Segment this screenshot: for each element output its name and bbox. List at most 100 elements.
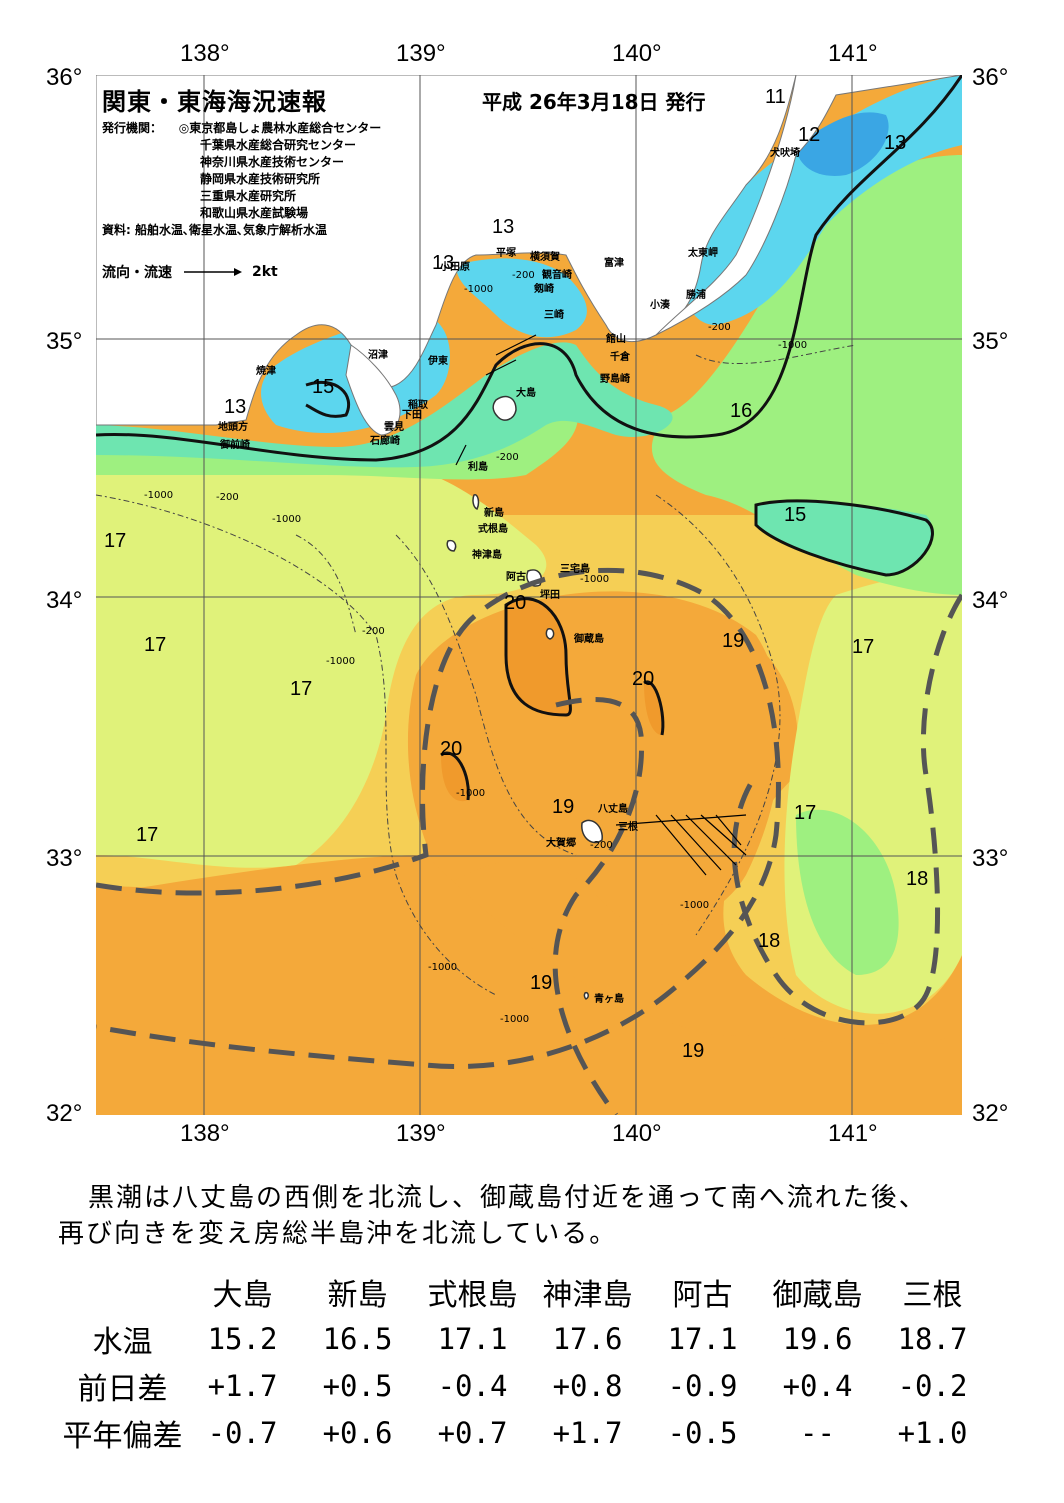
table-cell: -0.5 [667,1415,738,1450]
place-mitsune: 三根 [618,822,638,833]
place-yokosuka: 横須賀 [530,252,560,263]
place-ako: 阿古 [506,572,526,583]
commentary: 黒潮は八丈島の西側を北流し、御蔵島付近を通って南へ流れた後、 再び向きを変え房総… [58,1180,1018,1252]
lat-label-left-35: 35° [46,328,83,355]
row-label: 平年偏差 [62,1418,183,1454]
depth-label: -1000 [500,1014,530,1025]
isotherm-label: 13 [492,216,515,238]
depth-label: -1000 [580,574,610,585]
place-omaezaki: 御前崎 [220,440,250,451]
table-cell: -0.9 [667,1368,738,1403]
land-boso [655,75,962,336]
depth-label: -1000 [144,490,174,501]
isotherm-label: 17 [290,678,313,700]
lat-label-right-33: 33° [972,845,1009,872]
table-cell: -0.2 [897,1368,968,1403]
water-19-zone [407,591,782,925]
depth-label: -1000 [778,340,808,351]
place-yaizu: 焼津 [256,366,276,377]
table-cell: 19.6 [782,1321,853,1356]
isotherm-label: 13 [432,252,455,274]
isotherm-label: 19 [722,630,745,652]
commentary-line-2: 再び向きを変え房総半島沖を北流している。 [58,1219,618,1249]
row-label: 水温 [92,1324,153,1360]
flow-arrows [455,334,747,876]
table-cell: 16.5 [322,1321,393,1356]
place-aogashima: 青ヶ島 [594,994,624,1005]
issuer-name: 神奈川県水産技術センター [200,155,345,169]
table-cell: 17.1 [437,1321,508,1356]
column-header: 式根島 [427,1277,518,1313]
table-cell: -- [800,1415,835,1450]
lon-label-top-140: 140° [612,40,662,67]
issuer-name: 和歌山県水産試験場 [200,206,309,220]
table-cell: 18.7 [897,1321,968,1356]
land-honshu [96,75,797,426]
land-niijima [472,494,480,511]
water-15-band [96,342,673,468]
depth-label: -1000 [428,962,458,973]
depth-label: -1000 [680,900,710,911]
lon-label-top-139: 139° [396,40,446,67]
place-misaki: 三崎 [544,310,564,321]
table-cell: +0.8 [552,1368,623,1403]
place-shimoda: 下田 [402,410,422,421]
land-hachijo [581,819,603,844]
place-toshima: 利島 [468,462,488,473]
land-kozushima [446,539,457,552]
lat-label-left-33: 33° [46,845,83,872]
place-taito: 太東岬 [688,248,718,259]
issuer-name: 三重県水産研究所 [200,189,297,203]
table-corner [60,1268,185,1315]
place-ito: 伊東 [428,356,448,367]
lat-label-right-36: 36° [972,64,1009,91]
flow-arrow-icon [184,268,242,276]
water-16-east-low [796,809,899,975]
lon-label-top-138: 138° [180,40,230,67]
place-inatori: 稲取 [408,400,428,411]
table-cell: +1.0 [897,1415,968,1450]
header: 関東・東海海況速報 [102,82,327,117]
column-header: 御蔵島 [772,1277,863,1313]
isotherm-label: 12 [798,124,821,146]
place-kominato: 小湊 [650,300,670,311]
sea-temperature-map [96,75,962,1115]
isotherm-label: 19 [682,1040,705,1062]
place-nojimazaki: 野島崎 [600,374,630,385]
table-header-row: 大島 新島 式根島 神津島 阿古 御蔵島 三根 [60,1268,990,1315]
water-12-east [796,112,889,176]
lon-label-bottom-141: 141° [828,1120,878,1147]
depth-label: -200 [708,322,731,333]
table-cell: 15.2 [207,1321,278,1356]
flow-legend-label: 流向・流速 [102,265,172,281]
isotherm-label: 11 [765,86,786,108]
water-20-core-c [644,681,663,735]
place-niijima: 新島 [484,508,504,519]
lon-label-top-141: 141° [828,40,878,67]
land-izu [345,344,401,436]
depth-label: -200 [362,626,385,637]
place-oshima: 大島 [516,388,536,399]
isotherms [96,75,962,801]
table-cell: +0.4 [782,1368,853,1403]
data-sources: 資料: 船舶水温､衛星水温､気象庁解析水温 [102,223,327,237]
table-row: 平年偏差 -0.7 +0.6 +0.7 +1.7 -0.5 -- +1.0 [60,1409,990,1456]
table-cell: +1.7 [552,1415,623,1450]
issuer-name: 千葉県水産総合研究センター [200,138,357,152]
kuroshio-axis [96,567,962,1115]
issuer-label: 発行機関： [102,121,163,135]
isotherm-label: 17 [794,802,817,824]
water-15-east-eddy [756,500,933,575]
commentary-line-1: 黒潮は八丈島の西側を北流し、御蔵島付近を通って南へ流れた後、 [88,1183,927,1213]
isotherm-label: 16 [730,400,753,422]
table-cell: 17.6 [552,1321,623,1356]
column-header: 新島 [327,1277,388,1313]
table-row: 水温 15.2 16.5 17.1 17.6 17.1 19.6 18.7 [60,1315,990,1362]
table-cell: +1.7 [207,1368,278,1403]
column-header: 神津島 [542,1277,633,1313]
lon-label-bottom-140: 140° [612,1120,662,1147]
issuer-line-1: 発行機関： ◎東京都島しょ農林水産総合センター [102,120,381,137]
issuer-list: 発行機関： ◎東京都島しょ農林水産総合センター 千葉県水産総合研究センター 神奈… [102,120,381,239]
water-16-east [651,155,962,595]
depth-label: -200 [512,270,535,281]
